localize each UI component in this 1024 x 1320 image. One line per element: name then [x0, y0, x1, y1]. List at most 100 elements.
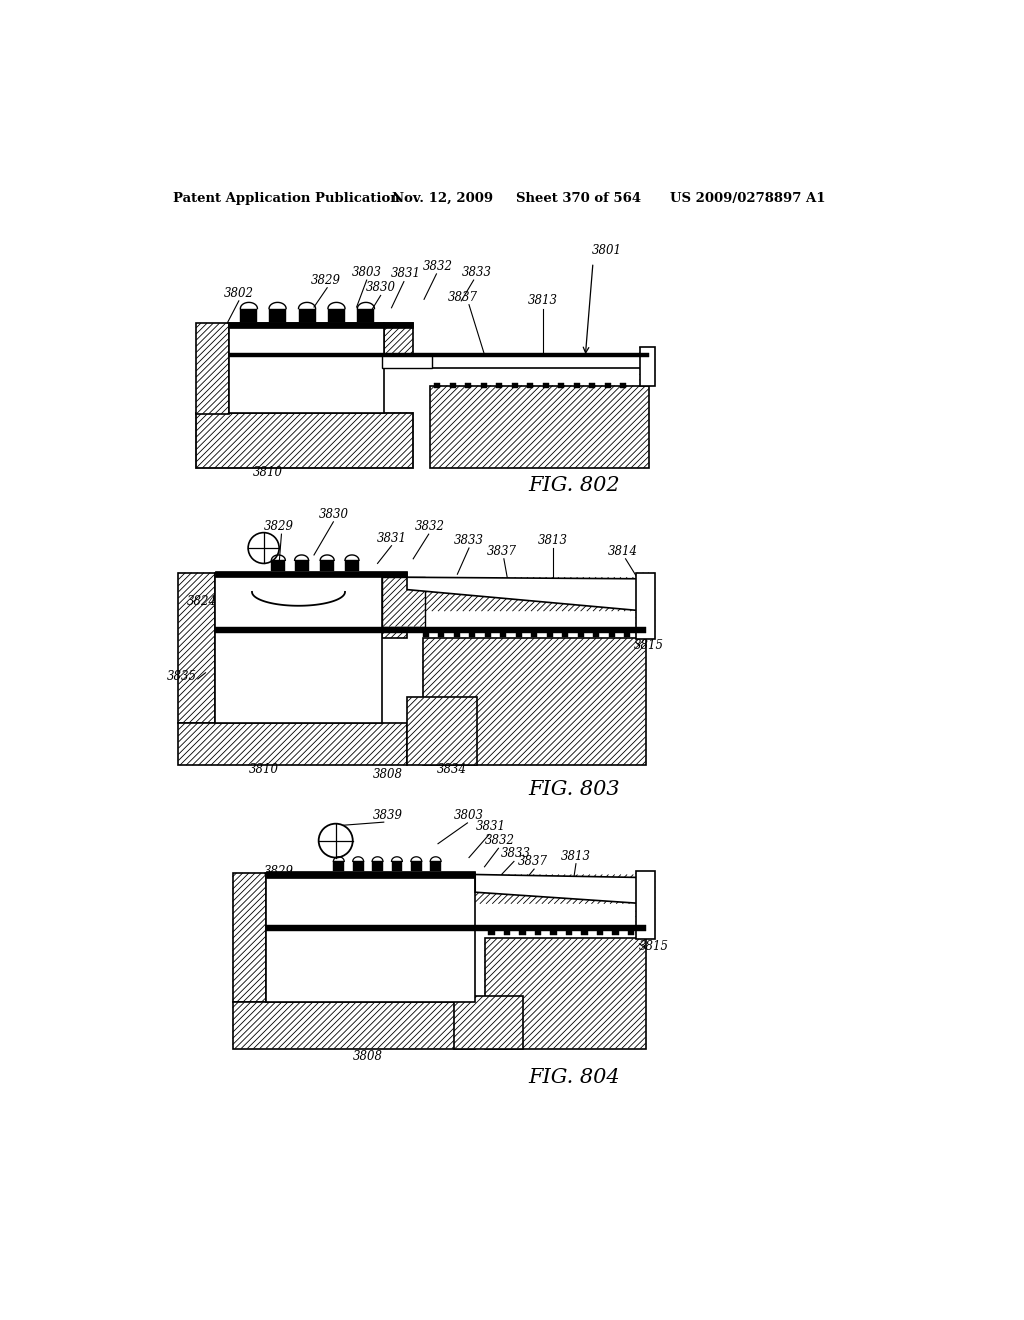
- Polygon shape: [414, 355, 649, 368]
- Polygon shape: [578, 632, 584, 636]
- Polygon shape: [469, 632, 475, 636]
- Polygon shape: [266, 873, 475, 1002]
- Polygon shape: [558, 383, 564, 388]
- Text: 3808: 3808: [373, 768, 402, 781]
- Polygon shape: [543, 383, 549, 388]
- Text: 3830: 3830: [318, 508, 348, 521]
- Polygon shape: [438, 632, 444, 636]
- Polygon shape: [266, 871, 475, 878]
- Polygon shape: [423, 632, 429, 636]
- Polygon shape: [628, 929, 634, 935]
- Polygon shape: [454, 632, 460, 636]
- Text: 3829: 3829: [310, 273, 341, 286]
- Text: 3837: 3837: [486, 545, 516, 557]
- Text: 3830: 3830: [366, 281, 395, 294]
- Polygon shape: [562, 632, 568, 636]
- Text: 3834: 3834: [437, 763, 467, 776]
- Polygon shape: [612, 929, 618, 935]
- Text: Patent Application Publication: Patent Application Publication: [173, 191, 399, 205]
- Polygon shape: [608, 632, 614, 636]
- Text: 3837: 3837: [517, 855, 548, 869]
- Polygon shape: [271, 561, 286, 572]
- Text: 3831: 3831: [377, 532, 407, 545]
- Polygon shape: [589, 383, 595, 388]
- Text: 3837: 3837: [447, 290, 478, 304]
- Text: FIG. 803: FIG. 803: [528, 780, 621, 800]
- Text: FIG. 802: FIG. 802: [528, 477, 621, 495]
- Polygon shape: [597, 929, 603, 935]
- Text: Sheet 370 of 564: Sheet 370 of 564: [515, 191, 641, 205]
- Polygon shape: [269, 309, 286, 322]
- Polygon shape: [382, 573, 407, 638]
- Text: 3815: 3815: [638, 940, 669, 953]
- Text: 3824: 3824: [186, 595, 217, 609]
- Polygon shape: [197, 323, 228, 414]
- Polygon shape: [215, 572, 407, 577]
- Polygon shape: [372, 862, 383, 871]
- Text: 3808: 3808: [353, 1049, 383, 1063]
- Polygon shape: [624, 632, 630, 636]
- Text: 3814: 3814: [607, 545, 638, 557]
- Text: 3810: 3810: [249, 763, 279, 776]
- Polygon shape: [178, 573, 215, 723]
- Polygon shape: [382, 577, 425, 627]
- Polygon shape: [407, 577, 646, 611]
- Polygon shape: [357, 309, 375, 322]
- Text: 3833: 3833: [454, 533, 484, 546]
- Polygon shape: [334, 862, 344, 871]
- Polygon shape: [550, 929, 557, 935]
- Polygon shape: [328, 309, 345, 322]
- Polygon shape: [228, 354, 649, 358]
- Text: 3831: 3831: [476, 820, 506, 833]
- Text: 3839: 3839: [373, 809, 402, 822]
- Polygon shape: [519, 929, 525, 935]
- Text: 3835: 3835: [167, 671, 198, 684]
- Text: 3833: 3833: [462, 265, 492, 279]
- Polygon shape: [450, 383, 456, 388]
- Polygon shape: [531, 632, 538, 636]
- Text: 3802: 3802: [224, 286, 254, 300]
- Text: 3831: 3831: [390, 268, 421, 280]
- Text: 3829: 3829: [264, 865, 294, 878]
- Text: FIG. 804: FIG. 804: [528, 1068, 621, 1086]
- Polygon shape: [527, 383, 534, 388]
- Polygon shape: [352, 862, 364, 871]
- Polygon shape: [604, 383, 611, 388]
- Polygon shape: [512, 383, 518, 388]
- Polygon shape: [480, 383, 486, 388]
- Polygon shape: [299, 309, 315, 322]
- Polygon shape: [593, 632, 599, 636]
- Polygon shape: [434, 383, 440, 388]
- Polygon shape: [295, 561, 308, 572]
- Text: 3803: 3803: [454, 809, 484, 822]
- Polygon shape: [454, 997, 523, 1048]
- Polygon shape: [484, 632, 490, 636]
- Polygon shape: [430, 385, 649, 469]
- Polygon shape: [215, 627, 646, 632]
- Polygon shape: [407, 697, 477, 766]
- Text: 3813: 3813: [538, 533, 567, 546]
- Text: 3810: 3810: [253, 466, 283, 479]
- Text: Nov. 12, 2009: Nov. 12, 2009: [391, 191, 493, 205]
- Polygon shape: [228, 323, 384, 412]
- Polygon shape: [228, 322, 414, 327]
- Text: 3829: 3829: [264, 520, 294, 533]
- Polygon shape: [232, 1002, 475, 1048]
- Polygon shape: [488, 929, 495, 935]
- Text: 3801: 3801: [592, 244, 622, 257]
- Polygon shape: [411, 862, 422, 871]
- Text: US 2009/0278897 A1: US 2009/0278897 A1: [671, 191, 826, 205]
- Polygon shape: [266, 925, 646, 931]
- Text: 3833: 3833: [501, 847, 530, 861]
- Polygon shape: [178, 723, 407, 766]
- Polygon shape: [215, 573, 382, 723]
- Text: 3832: 3832: [423, 260, 453, 273]
- Polygon shape: [547, 632, 553, 636]
- Polygon shape: [430, 862, 441, 871]
- Polygon shape: [535, 929, 541, 935]
- Polygon shape: [566, 929, 572, 935]
- Polygon shape: [515, 632, 521, 636]
- Text: 3832: 3832: [416, 520, 445, 533]
- Text: 3813: 3813: [527, 294, 558, 308]
- Polygon shape: [241, 309, 257, 322]
